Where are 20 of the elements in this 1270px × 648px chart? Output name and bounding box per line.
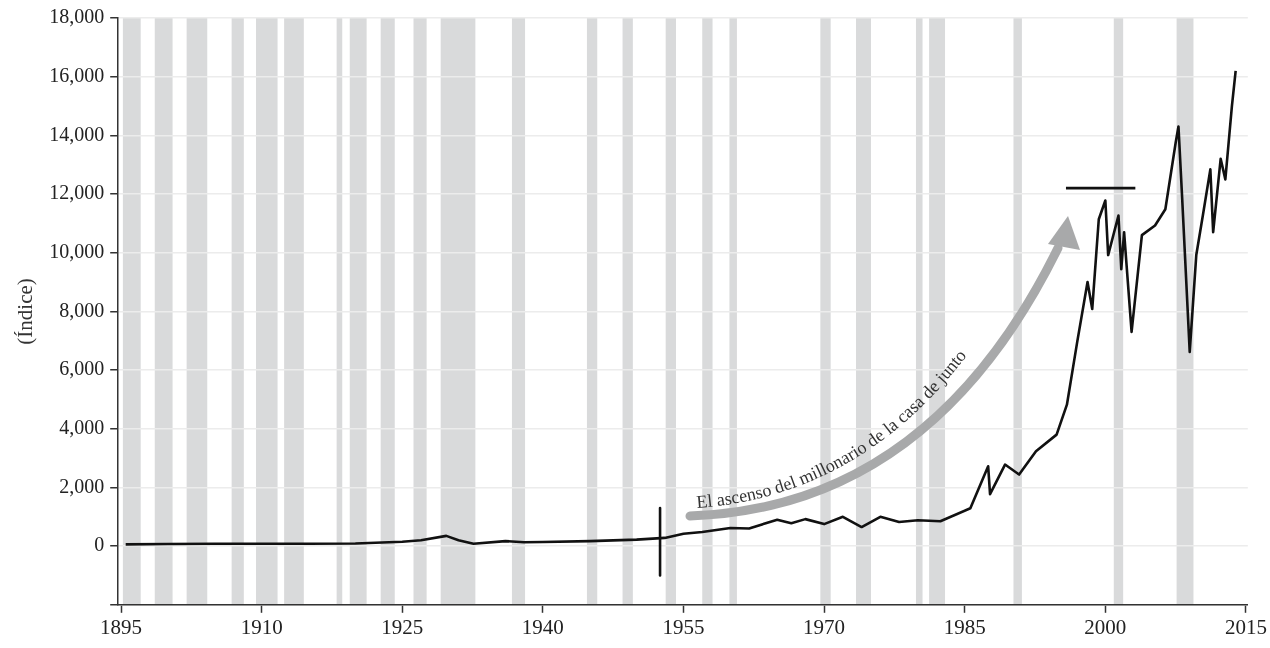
x-tick-label: 1970 bbox=[803, 614, 846, 639]
x-tick-label: 1910 bbox=[240, 614, 283, 639]
x-tick-label: 1955 bbox=[662, 614, 705, 639]
x-tick-label: 2015 bbox=[1224, 614, 1267, 639]
y-tick-label: 16,000 bbox=[49, 63, 105, 86]
y-tick-label: 18,000 bbox=[49, 5, 105, 28]
y-tick-label: 14,000 bbox=[49, 122, 105, 145]
y-tick-label: 2,000 bbox=[59, 474, 105, 497]
y-tick-label: 12,000 bbox=[49, 181, 105, 204]
x-tick-label: 2000 bbox=[1084, 614, 1127, 639]
x-tick-label: 1940 bbox=[521, 614, 564, 639]
y-tick-label: 10,000 bbox=[49, 239, 105, 262]
x-tick-label: 1985 bbox=[943, 614, 986, 639]
x-tick-label: 1895 bbox=[100, 614, 143, 639]
y-tick-label: 8,000 bbox=[59, 298, 105, 321]
y-tick-label: 0 bbox=[94, 533, 105, 556]
x-tick-label: 1925 bbox=[381, 614, 424, 639]
y-axis-title: (Índice) bbox=[13, 278, 38, 345]
y-tick-label: 6,000 bbox=[59, 357, 105, 380]
y-tick-label: 4,000 bbox=[59, 416, 105, 439]
